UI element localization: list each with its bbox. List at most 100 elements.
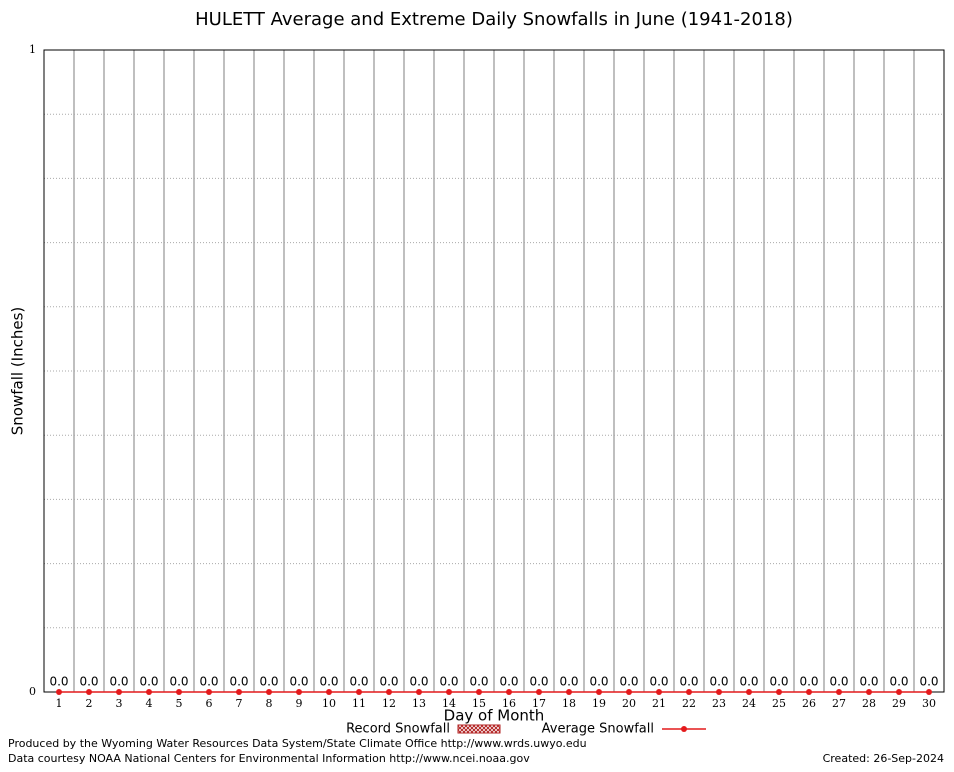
- value-label: 0.0: [919, 675, 938, 689]
- x-tick-label: 2: [86, 697, 93, 710]
- line-marker: [776, 689, 782, 695]
- x-tick-label: 29: [892, 697, 906, 710]
- x-tick-label: 16: [502, 697, 516, 710]
- y-tick-label: 0: [29, 685, 36, 698]
- value-label: 0.0: [739, 675, 758, 689]
- line-marker: [176, 689, 182, 695]
- x-tick-label: 12: [382, 697, 396, 710]
- line-marker: [806, 689, 812, 695]
- value-label: 0.0: [319, 675, 338, 689]
- value-label: 0.0: [799, 675, 818, 689]
- value-label: 0.0: [49, 675, 68, 689]
- x-tick-label: 26: [802, 697, 816, 710]
- line-marker: [716, 689, 722, 695]
- value-label: 0.0: [229, 675, 248, 689]
- legend-label: Record Snowfall: [346, 722, 450, 737]
- created-date: Created: 26-Sep-2024: [823, 752, 944, 765]
- line-marker: [296, 689, 302, 695]
- value-label: 0.0: [859, 675, 878, 689]
- line-marker: [86, 689, 92, 695]
- value-label: 0.0: [619, 675, 638, 689]
- value-label: 0.0: [499, 675, 518, 689]
- x-axis-label: Day of Month: [444, 707, 545, 725]
- value-label: 0.0: [679, 675, 698, 689]
- value-label: 0.0: [199, 675, 218, 689]
- line-marker: [626, 689, 632, 695]
- value-label: 0.0: [589, 675, 608, 689]
- value-label: 0.0: [529, 675, 548, 689]
- value-label: 0.0: [769, 675, 788, 689]
- line-marker: [896, 689, 902, 695]
- x-tick-label: 13: [412, 697, 426, 710]
- line-marker: [566, 689, 572, 695]
- value-label: 0.0: [709, 675, 728, 689]
- x-tick-label: 15: [472, 697, 486, 710]
- line-marker: [836, 689, 842, 695]
- x-tick-label: 11: [352, 697, 366, 710]
- line-marker: [926, 689, 932, 695]
- value-label: 0.0: [469, 675, 488, 689]
- line-marker: [326, 689, 332, 695]
- line-marker: [236, 689, 242, 695]
- line-marker: [866, 689, 872, 695]
- value-label: 0.0: [409, 675, 428, 689]
- line-marker: [596, 689, 602, 695]
- value-label: 0.0: [889, 675, 908, 689]
- y-axis-label: Snowfall (Inches): [9, 307, 27, 435]
- line-marker: [416, 689, 422, 695]
- line-marker: [116, 689, 122, 695]
- legend-swatch: [457, 724, 501, 734]
- x-tick-label: 22: [682, 697, 696, 710]
- x-tick-label: 23: [712, 697, 726, 710]
- credit: Produced by the Wyoming Water Resources …: [8, 737, 587, 750]
- x-tick-label: 30: [922, 697, 936, 710]
- x-tick-label: 14: [442, 697, 456, 710]
- value-label: 0.0: [259, 675, 278, 689]
- value-label: 0.0: [289, 675, 308, 689]
- line-marker: [686, 689, 692, 695]
- x-tick-label: 18: [562, 697, 576, 710]
- x-tick-label: 1: [56, 697, 63, 710]
- line-marker: [506, 689, 512, 695]
- value-label: 0.0: [139, 675, 158, 689]
- x-tick-label: 28: [862, 697, 876, 710]
- line-marker: [386, 689, 392, 695]
- line-marker: [56, 689, 62, 695]
- legend-swatch: [681, 726, 687, 732]
- value-label: 0.0: [109, 675, 128, 689]
- x-tick-label: 27: [832, 697, 846, 710]
- x-tick-label: 25: [772, 697, 786, 710]
- x-tick-label: 3: [116, 697, 123, 710]
- line-marker: [356, 689, 362, 695]
- x-tick-label: 9: [296, 697, 303, 710]
- line-marker: [206, 689, 212, 695]
- line-marker: [476, 689, 482, 695]
- line-marker: [536, 689, 542, 695]
- value-label: 0.0: [349, 675, 368, 689]
- value-label: 0.0: [559, 675, 578, 689]
- x-tick-label: 7: [236, 697, 243, 710]
- line-marker: [446, 689, 452, 695]
- line-marker: [656, 689, 662, 695]
- chart-title: HULETT Average and Extreme Daily Snowfal…: [195, 9, 793, 30]
- x-tick-label: 21: [652, 697, 666, 710]
- line-marker: [746, 689, 752, 695]
- value-label: 0.0: [649, 675, 668, 689]
- value-label: 0.0: [829, 675, 848, 689]
- value-label: 0.0: [379, 675, 398, 689]
- value-label: 0.0: [79, 675, 98, 689]
- line-marker: [146, 689, 152, 695]
- x-tick-label: 4: [146, 697, 153, 710]
- x-tick-label: 20: [622, 697, 636, 710]
- x-tick-label: 17: [532, 697, 546, 710]
- x-tick-label: 24: [742, 697, 756, 710]
- value-label: 0.0: [169, 675, 188, 689]
- x-tick-label: 8: [266, 697, 273, 710]
- x-tick-label: 6: [206, 697, 213, 710]
- x-tick-label: 5: [176, 697, 183, 710]
- legend-label: Average Snowfall: [542, 722, 654, 737]
- value-label: 0.0: [439, 675, 458, 689]
- y-tick-label: 1: [29, 43, 36, 56]
